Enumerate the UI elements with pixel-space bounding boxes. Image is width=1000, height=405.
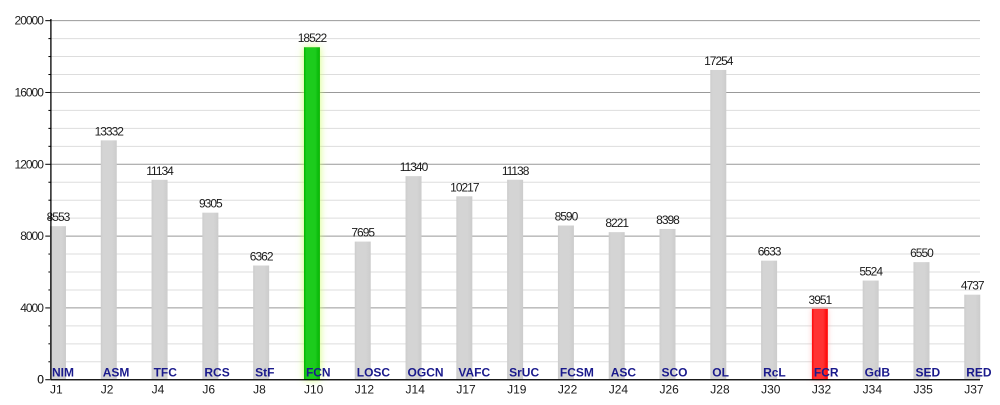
svg-text:5524: 5524 (859, 265, 883, 279)
svg-text:J32: J32 (812, 383, 832, 397)
svg-text:RED: RED (966, 366, 992, 380)
svg-text:10217: 10217 (450, 180, 480, 194)
svg-text:20000: 20000 (15, 14, 45, 28)
svg-text:GdB: GdB (865, 366, 891, 380)
svg-text:18522: 18522 (298, 31, 328, 45)
svg-text:7695: 7695 (351, 226, 375, 240)
svg-text:J28: J28 (710, 383, 730, 397)
svg-text:StF: StF (255, 366, 274, 380)
svg-text:J1: J1 (50, 383, 63, 397)
svg-text:J6: J6 (202, 383, 215, 397)
svg-text:6362: 6362 (250, 250, 274, 264)
svg-text:VAFC: VAFC (458, 366, 490, 380)
svg-text:SED: SED (915, 366, 940, 380)
svg-text:J12: J12 (355, 383, 375, 397)
svg-text:J14: J14 (406, 383, 426, 397)
svg-text:J24: J24 (609, 383, 629, 397)
svg-text:4000: 4000 (20, 301, 44, 315)
svg-text:8553: 8553 (47, 210, 71, 224)
svg-text:11134: 11134 (146, 164, 174, 178)
svg-text:J30: J30 (761, 383, 781, 397)
svg-text:J8: J8 (253, 383, 266, 397)
svg-text:13332: 13332 (95, 124, 125, 138)
svg-text:OGCN: OGCN (408, 366, 444, 380)
svg-text:6550: 6550 (910, 246, 934, 260)
svg-text:J35: J35 (913, 383, 933, 397)
svg-text:RcL: RcL (763, 366, 786, 380)
svg-text:J2: J2 (101, 383, 114, 397)
svg-text:6633: 6633 (758, 245, 782, 259)
svg-text:TFC: TFC (154, 366, 178, 380)
svg-text:SrUC: SrUC (509, 366, 539, 380)
svg-text:J22: J22 (558, 383, 578, 397)
svg-text:9305: 9305 (199, 197, 223, 211)
svg-text:4737: 4737 (961, 279, 985, 293)
svg-text:FCR: FCR (814, 366, 839, 380)
svg-text:SCO: SCO (662, 366, 688, 380)
svg-text:J19: J19 (507, 383, 527, 397)
svg-text:ASM: ASM (103, 366, 130, 380)
svg-text:8000: 8000 (20, 229, 44, 243)
svg-text:RCS: RCS (204, 366, 229, 380)
svg-text:12000: 12000 (15, 157, 45, 171)
svg-text:ASC: ASC (611, 366, 637, 380)
svg-text:FCSM: FCSM (560, 366, 594, 380)
svg-text:OL: OL (712, 366, 729, 380)
svg-text:NIM: NIM (52, 366, 74, 380)
svg-text:8590: 8590 (555, 210, 579, 224)
svg-text:11340: 11340 (400, 160, 429, 174)
svg-text:J37: J37 (964, 383, 984, 397)
svg-text:J10: J10 (304, 383, 324, 397)
svg-text:11138: 11138 (502, 164, 530, 178)
svg-text:17254: 17254 (704, 54, 734, 68)
svg-text:J17: J17 (456, 383, 476, 397)
svg-text:J34: J34 (863, 383, 883, 397)
svg-text:3951: 3951 (809, 293, 833, 307)
svg-text:FCN: FCN (306, 366, 331, 380)
svg-text:16000: 16000 (15, 85, 45, 99)
svg-text:LOSC: LOSC (357, 366, 391, 380)
svg-text:8398: 8398 (656, 213, 680, 227)
svg-text:J26: J26 (660, 383, 680, 397)
svg-text:8221: 8221 (605, 216, 629, 230)
svg-text:J4: J4 (152, 383, 165, 397)
